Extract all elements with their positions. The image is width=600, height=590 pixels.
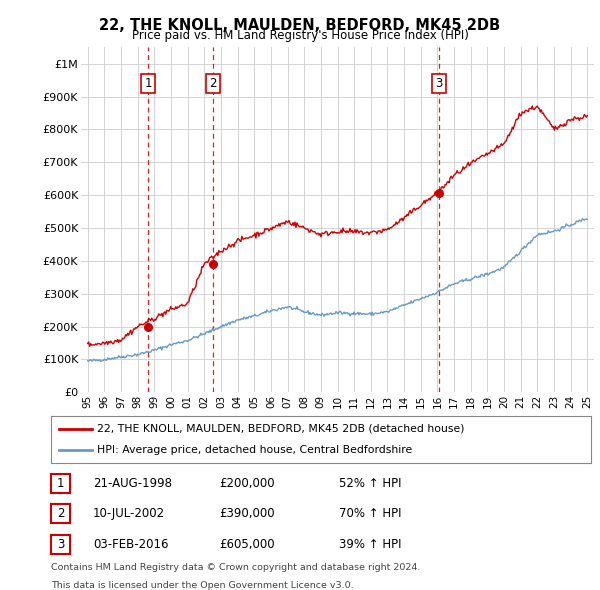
Text: 3: 3 [435, 77, 443, 90]
Text: 2: 2 [57, 507, 64, 520]
Text: 3: 3 [57, 538, 64, 551]
Text: Contains HM Land Registry data © Crown copyright and database right 2024.: Contains HM Land Registry data © Crown c… [51, 563, 421, 572]
Text: 21-AUG-1998: 21-AUG-1998 [93, 477, 172, 490]
Text: 03-FEB-2016: 03-FEB-2016 [93, 538, 169, 551]
Text: This data is licensed under the Open Government Licence v3.0.: This data is licensed under the Open Gov… [51, 581, 353, 589]
Text: 1: 1 [145, 77, 152, 90]
Text: 39% ↑ HPI: 39% ↑ HPI [339, 538, 401, 551]
Text: 1: 1 [57, 477, 64, 490]
Text: HPI: Average price, detached house, Central Bedfordshire: HPI: Average price, detached house, Cent… [97, 445, 412, 455]
Text: £390,000: £390,000 [219, 507, 275, 520]
Text: 70% ↑ HPI: 70% ↑ HPI [339, 507, 401, 520]
Text: 22, THE KNOLL, MAULDEN, BEDFORD, MK45 2DB: 22, THE KNOLL, MAULDEN, BEDFORD, MK45 2D… [100, 18, 500, 32]
Text: £605,000: £605,000 [219, 538, 275, 551]
Text: 22, THE KNOLL, MAULDEN, BEDFORD, MK45 2DB (detached house): 22, THE KNOLL, MAULDEN, BEDFORD, MK45 2D… [97, 424, 464, 434]
Text: 2: 2 [209, 77, 217, 90]
Text: 10-JUL-2002: 10-JUL-2002 [93, 507, 165, 520]
Text: 52% ↑ HPI: 52% ↑ HPI [339, 477, 401, 490]
Text: £200,000: £200,000 [219, 477, 275, 490]
Text: Price paid vs. HM Land Registry's House Price Index (HPI): Price paid vs. HM Land Registry's House … [131, 30, 469, 42]
